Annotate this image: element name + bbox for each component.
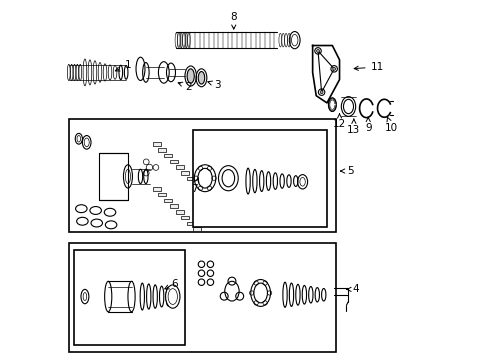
Text: 3: 3 [207, 80, 221, 90]
FancyBboxPatch shape [152, 142, 160, 146]
Ellipse shape [128, 281, 135, 312]
Ellipse shape [187, 69, 194, 83]
Text: 6: 6 [164, 279, 178, 289]
Text: 7: 7 [191, 178, 199, 194]
Text: 5: 5 [340, 166, 353, 176]
Ellipse shape [165, 285, 180, 308]
Bar [74, 250, 185, 345]
FancyBboxPatch shape [158, 148, 166, 152]
Ellipse shape [320, 91, 323, 94]
FancyBboxPatch shape [169, 204, 178, 208]
Text: 1: 1 [115, 60, 131, 71]
Text: 13: 13 [346, 119, 360, 135]
Ellipse shape [104, 281, 112, 312]
Text: 4: 4 [346, 284, 358, 294]
Text: 11: 11 [353, 62, 383, 72]
Text: 8: 8 [230, 12, 237, 29]
Text: 10: 10 [384, 117, 397, 133]
FancyBboxPatch shape [164, 154, 172, 157]
Bar [192, 130, 326, 226]
Ellipse shape [198, 72, 204, 84]
FancyBboxPatch shape [192, 227, 201, 231]
Ellipse shape [224, 281, 239, 301]
Ellipse shape [218, 166, 238, 191]
FancyBboxPatch shape [175, 165, 183, 169]
Ellipse shape [250, 279, 270, 306]
FancyBboxPatch shape [164, 199, 172, 202]
FancyBboxPatch shape [152, 187, 160, 191]
Ellipse shape [316, 49, 319, 52]
FancyBboxPatch shape [192, 183, 201, 186]
Bar [69, 243, 335, 352]
FancyBboxPatch shape [181, 171, 189, 175]
Text: 9: 9 [364, 117, 371, 133]
Text: 12: 12 [332, 114, 346, 129]
FancyBboxPatch shape [175, 210, 183, 214]
Ellipse shape [332, 67, 335, 70]
Bar [69, 119, 335, 232]
FancyBboxPatch shape [187, 177, 195, 180]
Bar [99, 153, 128, 200]
Ellipse shape [194, 165, 215, 192]
FancyBboxPatch shape [187, 222, 195, 225]
FancyBboxPatch shape [181, 216, 189, 220]
FancyBboxPatch shape [169, 159, 178, 163]
FancyBboxPatch shape [158, 193, 166, 197]
Text: 2: 2 [178, 82, 192, 92]
